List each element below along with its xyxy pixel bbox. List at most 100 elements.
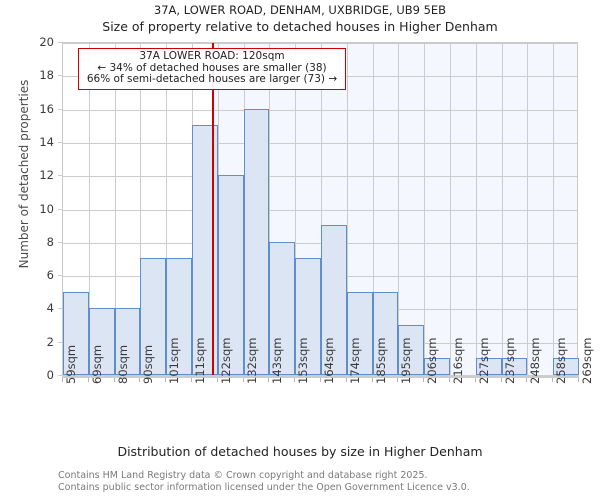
y-axis-tick-label: 12: [39, 168, 54, 183]
y-axis-tick-label: 20: [39, 35, 54, 49]
gridline-horizontal: [63, 209, 577, 211]
gridline-vertical: [475, 43, 477, 375]
x-axis-tick-label: 90sqm: [141, 344, 156, 384]
x-axis-tick-label: 185sqm: [373, 337, 388, 384]
histogram-bar: [398, 325, 425, 375]
plot-area: [62, 42, 579, 375]
x-axis-tick-label: 59sqm: [64, 344, 78, 384]
footer-line-1: Contains HM Land Registry data © Crown c…: [58, 470, 428, 481]
gridline-vertical: [372, 43, 374, 375]
x-axis-tick-label: 153sqm: [296, 337, 311, 384]
x-axis-tick-label: 143sqm: [270, 337, 285, 384]
histogram-bar: [114, 308, 141, 375]
gridline-horizontal: [63, 142, 577, 144]
x-axis-tick-mark: [423, 378, 425, 382]
x-axis-tick-mark: [242, 378, 244, 382]
histogram-bar: [88, 308, 115, 375]
histogram-bar: [166, 258, 192, 375]
x-axis-tick-label: 237sqm: [502, 337, 517, 384]
x-axis-tick-mark: [345, 378, 347, 382]
y-axis-tick-label: 8: [46, 234, 54, 249]
x-axis-tick-mark: [191, 378, 192, 382]
gridline-vertical: [398, 43, 400, 375]
footer-line-2: Contains public sector information licen…: [58, 481, 470, 493]
gridline-vertical: [140, 43, 142, 375]
y-axis-tick-label: 0: [46, 368, 54, 382]
x-axis-tick-mark: [268, 378, 270, 382]
histogram-bar: [501, 358, 528, 375]
histogram-bar: [217, 175, 244, 375]
y-axis-tick-mark: [58, 175, 62, 177]
x-axis-line: [62, 375, 579, 378]
x-axis-tick-mark: [578, 378, 579, 382]
chart-subtitle: Size of property relative to detached ho…: [102, 19, 498, 34]
x-axis-tick-label: 258sqm: [554, 337, 569, 384]
x-axis-tick-mark: [165, 378, 167, 382]
x-axis-title: Distribution of detached houses by size …: [117, 444, 483, 459]
histogram-bar: [424, 358, 450, 375]
y-axis-tick-mark: [58, 375, 62, 376]
gridline-vertical: [166, 43, 168, 375]
histogram-bar: [553, 358, 579, 375]
histogram-bar: [140, 258, 167, 375]
gridline-vertical: [424, 43, 426, 375]
gridline-vertical: [114, 43, 116, 375]
footer-attribution: Contains HM Land Registry data © Crown c…: [58, 470, 598, 493]
y-axis-tick-mark: [58, 308, 62, 310]
x-axis-tick-label: 248sqm: [528, 337, 543, 384]
histogram-bar: [372, 291, 399, 375]
x-axis-tick-label: 206sqm: [425, 337, 440, 384]
x-axis-tick-mark: [113, 378, 115, 382]
x-axis-tick-label: 195sqm: [399, 337, 414, 384]
gridline-horizontal: [63, 43, 577, 44]
property-annotation-box: 37A LOWER ROAD: 120sqm ← 34% of detached…: [78, 48, 346, 90]
y-axis-tick-mark: [58, 341, 62, 343]
chart-title-block: 37A, LOWER ROAD, DENHAM, UXBRIDGE, UB9 5…: [0, 2, 600, 36]
x-axis-tick-label: 216sqm: [451, 337, 465, 384]
x-axis-tick-mark: [320, 378, 321, 382]
gridline-horizontal: [63, 242, 577, 244]
gridline-vertical: [527, 43, 529, 375]
x-axis-tick-label: 269sqm: [580, 337, 594, 384]
x-axis-tick-label: 164sqm: [322, 337, 336, 384]
x-axis-tick-label: 101sqm: [167, 337, 182, 384]
property-marker-line: [212, 43, 215, 375]
x-axis-tick-mark: [62, 378, 63, 382]
x-axis-tick-label: 122sqm: [218, 337, 233, 384]
x-axis-tick-mark: [474, 378, 476, 382]
x-axis-tick-mark: [552, 378, 554, 382]
y-axis-tick-mark: [58, 208, 62, 210]
y-axis-tick-mark: [58, 108, 62, 110]
x-axis-tick-mark: [371, 378, 373, 382]
gridline-horizontal: [63, 176, 577, 178]
annotation-line-3: 66% of semi-detached houses are larger (…: [86, 73, 338, 86]
x-axis-tick-label: 174sqm: [347, 337, 362, 384]
gridline-vertical: [269, 43, 271, 375]
gridline-vertical: [450, 43, 451, 375]
y-axis-tick-label: 18: [39, 68, 54, 83]
y-axis-tick-mark: [58, 241, 62, 243]
histogram-bar: [243, 108, 270, 375]
x-axis-tick-mark: [526, 378, 528, 382]
y-axis-tick-mark: [58, 75, 62, 77]
x-axis-tick-label: 132sqm: [244, 337, 259, 384]
annotation-line-2: ← 34% of detached houses are smaller (38…: [97, 61, 327, 74]
y-axis-tick-label: 2: [46, 334, 54, 349]
x-axis-tick-label: 111sqm: [193, 337, 207, 384]
y-axis-tick-label: 4: [46, 301, 54, 316]
gridline-vertical: [88, 43, 90, 375]
histogram-bar: [346, 291, 373, 375]
y-axis-tick-label: 14: [39, 134, 54, 149]
x-axis-tick-mark: [216, 378, 218, 382]
gridline-horizontal: [63, 109, 577, 111]
annotation-line-1: 37A LOWER ROAD: 120sqm: [139, 50, 285, 62]
histogram-bar: [269, 241, 296, 375]
x-axis-tick-mark: [87, 378, 89, 382]
y-axis-tick-mark: [58, 141, 62, 143]
page-title: 37A, LOWER ROAD, DENHAM, UXBRIDGE, UB9 5…: [153, 3, 447, 17]
y-axis-tick-label: 16: [39, 101, 54, 116]
gridline-vertical: [346, 43, 348, 375]
y-axis-tick-label: 6: [46, 268, 54, 283]
gridline-vertical: [321, 43, 322, 375]
gridline-vertical: [501, 43, 503, 375]
